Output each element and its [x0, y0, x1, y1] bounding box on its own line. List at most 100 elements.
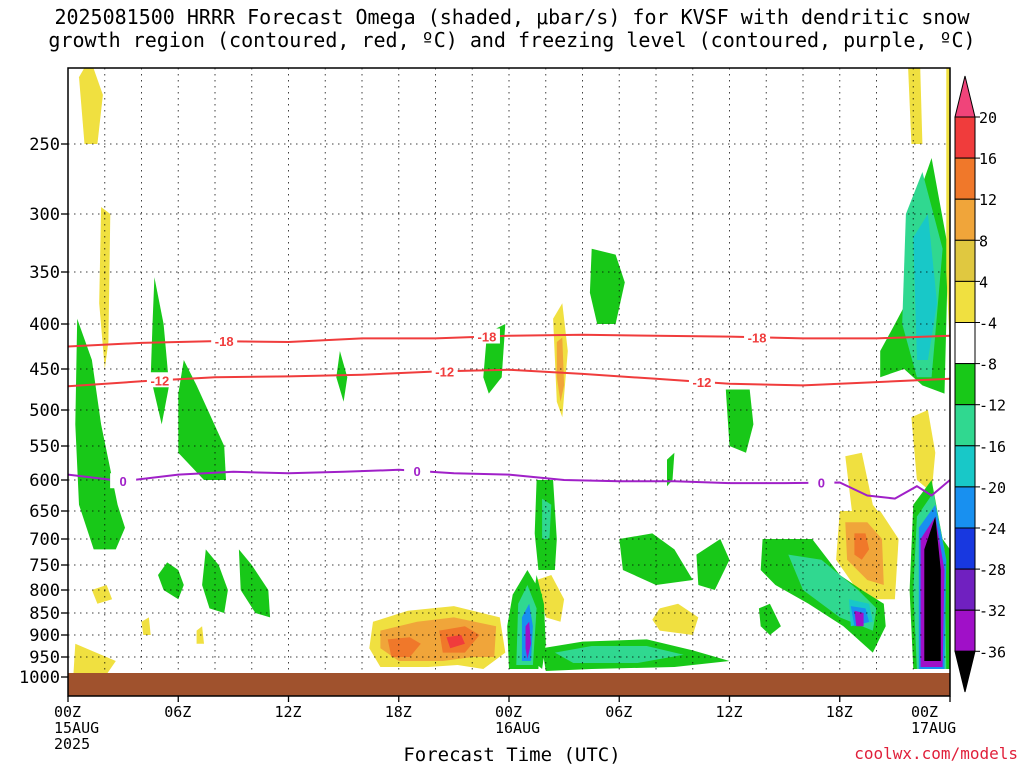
y-tick-label-250: 250 — [29, 135, 60, 155]
colorbar-top-arrow — [954, 75, 976, 118]
omega-region-45 — [446, 635, 465, 649]
colorbar-label-8: -16 — [979, 438, 1006, 456]
contour-label-bg--12-0 — [146, 372, 173, 388]
y-tick-label-300: 300 — [29, 205, 60, 225]
contour-label--12-1: -12 — [435, 364, 454, 379]
colorbar-segment-9 — [954, 486, 976, 529]
colorbar-label-0: 20 — [979, 109, 997, 127]
colorbar-segment-7 — [954, 404, 976, 447]
omega-region-21 — [946, 68, 950, 351]
omega-region-16 — [725, 389, 754, 453]
title-line-1: 2025081500 HRRR Forecast Omega (shaded, … — [54, 5, 970, 29]
omega-region-46 — [91, 585, 113, 604]
contour-label-bg-0-2 — [808, 474, 835, 490]
omega-region-8 — [336, 351, 348, 402]
colorbar-label-1: 16 — [979, 150, 997, 168]
omega-region-4 — [178, 360, 226, 480]
colorbar-label-12: -32 — [979, 602, 1006, 620]
x-tick-label-2: 12Z — [274, 703, 302, 721]
colorbar-label-10: -24 — [979, 520, 1006, 538]
contour-label-bg--18-2 — [744, 329, 771, 345]
colorbar-label-3: 8 — [979, 232, 988, 250]
y-tick-label-500: 500 — [29, 401, 60, 421]
x-tick-label-6: 12Z — [715, 703, 743, 721]
y-tick-label-550: 550 — [29, 437, 60, 457]
omega-region-27 — [619, 533, 693, 585]
y-tick-label-700: 700 — [29, 530, 60, 550]
contour-label-bg--12-2 — [688, 373, 715, 389]
contour-lines: -18 -18 -18 -12 -12 -12 0 0 0 — [68, 328, 950, 500]
contour-0 — [68, 468, 950, 500]
x-tick-label-3: 18Z — [384, 703, 412, 721]
contour-label-bg--12-1 — [431, 363, 458, 379]
omega-region-5 — [158, 562, 184, 600]
omega-region-12 — [556, 337, 565, 402]
omega-region-28 — [696, 539, 730, 590]
title-line-2: growth region (contoured, red, ºC) and f… — [48, 28, 976, 52]
y-axis: 2503003504004505005506006507007508008509… — [19, 135, 951, 702]
colorbar-label-6: -8 — [979, 356, 997, 374]
omega-region-19 — [913, 214, 938, 360]
colorbar-segment-11 — [954, 568, 976, 611]
y-tick-label-750: 750 — [29, 556, 60, 576]
contour-label--18-2: -18 — [748, 330, 767, 345]
colorbar-label-5: -4 — [979, 315, 997, 333]
chart-title: 2025081500 HRRR Forecast Omega (shaded, … — [0, 6, 1024, 52]
omega-region-7 — [238, 549, 271, 618]
omega-region-6 — [202, 549, 228, 613]
omega-region-43 — [387, 637, 421, 657]
colorbar-segment-6 — [954, 363, 976, 406]
colorbar-segment-2 — [954, 198, 976, 241]
omega-region-29 — [652, 603, 699, 635]
colorbar-segment-10 — [954, 527, 976, 570]
colorbar-label-2: 12 — [979, 191, 997, 209]
contour-label--12-0: -12 — [150, 373, 169, 388]
ground-surface — [68, 673, 950, 696]
colorbar-label-9: -20 — [979, 479, 1006, 497]
colorbar-label-11: -28 — [979, 561, 1006, 579]
omega-region-23 — [845, 452, 882, 517]
y-tick-label-900: 900 — [29, 626, 60, 646]
y-tick-label-950: 950 — [29, 648, 60, 668]
colorbar-segment-4 — [954, 280, 976, 323]
omega-region-22 — [911, 410, 936, 493]
omega-region-50 — [536, 575, 565, 622]
x-tick-label-1: 06Z — [164, 703, 192, 721]
contour-label-0-1: 0 — [414, 464, 421, 479]
credit-text: coolwx.com/models — [854, 744, 1018, 763]
omega-region-20 — [908, 68, 923, 144]
x-tick-label-0: 00Z 15AUG 2025 — [54, 703, 100, 753]
grid-lines — [68, 68, 950, 696]
x-tick-label-8: 00Z 17AUG — [911, 703, 957, 737]
omega-region-57 — [554, 646, 684, 663]
omega-shading — [73, 68, 950, 677]
contour-label-0-0: 0 — [120, 474, 127, 489]
colorbar-segment-3 — [954, 239, 976, 282]
omega-region-0 — [79, 68, 103, 144]
contour-label-bg-0-0 — [110, 473, 137, 489]
colorbar: 20 16 12 8 4 -4 -8 -12 -16 -20 -24 -28 -32 -36 — [954, 75, 1006, 693]
x-axis-label: Forecast Time (UTC) — [403, 744, 621, 766]
contour-label--18-1: -18 — [478, 330, 497, 345]
contour-label-bg-0-1 — [404, 462, 431, 478]
y-tick-label-650: 650 — [29, 502, 60, 522]
omega-region-1 — [99, 207, 111, 369]
omega-region-47 — [141, 617, 151, 635]
contour-label-0-2: 0 — [818, 476, 825, 491]
y-tick-label-800: 800 — [29, 581, 60, 601]
omega-region-2 — [75, 318, 125, 550]
contour-label--12-2: -12 — [693, 375, 712, 390]
y-tick-label-600: 600 — [29, 471, 60, 491]
colorbar-segment-8 — [954, 445, 976, 488]
colorbar-label-7: -12 — [979, 397, 1006, 415]
omega-region-35 — [758, 603, 781, 635]
omega-region-55 — [525, 621, 531, 659]
x-tick-label-7: 18Z — [825, 703, 853, 721]
x-tick-label-4: 00Z 16AUG — [495, 703, 541, 737]
y-tick-label-450: 450 — [29, 360, 60, 380]
omega-region-10 — [589, 248, 625, 324]
colorbar-label-4: 4 — [979, 273, 988, 291]
omega-region-14 — [542, 498, 552, 539]
colorbar-bottom-arrow — [954, 650, 976, 693]
